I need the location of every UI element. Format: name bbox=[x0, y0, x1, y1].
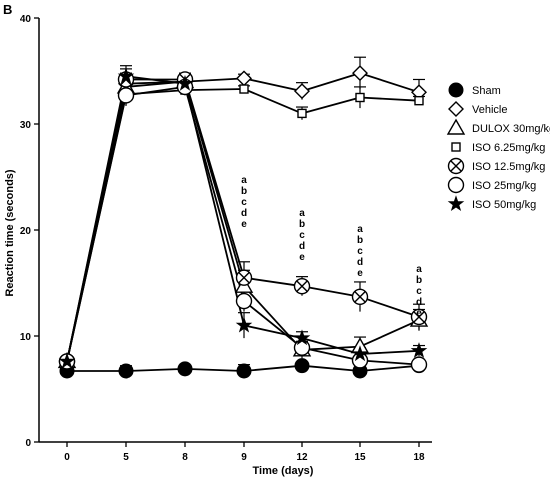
legend-marker bbox=[448, 101, 464, 117]
y-tick-label: 0 bbox=[25, 438, 31, 449]
data-point bbox=[235, 316, 253, 333]
annotation-letter: c bbox=[299, 230, 305, 241]
data-point bbox=[293, 339, 311, 356]
x-tick-label: 12 bbox=[296, 452, 308, 463]
data-point bbox=[297, 108, 307, 119]
annotation-letter: e bbox=[241, 219, 247, 230]
annotation-letter: b bbox=[416, 275, 422, 286]
data-point bbox=[58, 352, 76, 369]
data-point bbox=[239, 84, 249, 94]
legend-marker bbox=[447, 195, 465, 212]
x-tick-label: 9 bbox=[241, 452, 247, 463]
y-axis-label: Reaction time (seconds) bbox=[4, 169, 16, 296]
annotation-letter: d bbox=[241, 208, 247, 219]
data-point bbox=[410, 308, 428, 326]
data-point bbox=[355, 92, 365, 103]
data-point bbox=[235, 292, 253, 310]
y-tick-label: 10 bbox=[20, 332, 32, 343]
annotation-letter: b bbox=[299, 219, 305, 230]
axes: 0 10 20 30 40 0 5 8 9 12 15 18 bbox=[20, 14, 432, 463]
y-tick-label: 40 bbox=[20, 14, 32, 25]
data-point bbox=[118, 363, 134, 379]
panel-label: B bbox=[3, 2, 12, 17]
annotation-letter: d bbox=[357, 257, 363, 268]
data-point bbox=[410, 356, 428, 373]
legend-marker bbox=[447, 176, 465, 194]
legend-label: Sham bbox=[472, 85, 501, 97]
data-point bbox=[293, 329, 311, 346]
legend-marker bbox=[446, 118, 466, 135]
data-point bbox=[294, 83, 310, 100]
y-tick-label: 30 bbox=[20, 120, 32, 131]
data-point bbox=[294, 358, 310, 374]
legend-label: ISO 25mg/kg bbox=[472, 180, 536, 192]
data-point bbox=[351, 288, 369, 305]
y-tick-label: 20 bbox=[20, 226, 32, 237]
legend-label: ISO 12.5mg/kg bbox=[472, 161, 545, 173]
annotation-letter: e bbox=[357, 268, 363, 279]
data-point bbox=[176, 75, 194, 91]
legend-marker bbox=[448, 82, 464, 98]
annotation-letter: e bbox=[299, 252, 305, 263]
legend-label: ISO 50mg/kg bbox=[472, 199, 536, 211]
annotation-letter: e bbox=[416, 308, 422, 319]
x-tick-label: 15 bbox=[354, 452, 366, 463]
x-tick-label: 5 bbox=[123, 452, 129, 463]
annotation-letter: d bbox=[416, 297, 422, 308]
annotation-letter: b bbox=[357, 235, 363, 246]
data-point bbox=[177, 361, 193, 377]
x-axis-label: Time (days) bbox=[253, 465, 314, 477]
annotation-letter: c bbox=[416, 286, 422, 297]
data-point bbox=[352, 65, 368, 82]
data-point bbox=[414, 95, 424, 106]
annotation-letter: b bbox=[241, 186, 247, 197]
annotation-letter: c bbox=[357, 246, 363, 257]
data-markers bbox=[57, 65, 429, 379]
data-point bbox=[235, 269, 253, 286]
legend-marker bbox=[451, 142, 461, 152]
legend-label: DULOX 30mg/kg bbox=[472, 123, 550, 135]
data-point bbox=[293, 277, 311, 295]
annotation-letter: a bbox=[416, 264, 422, 275]
x-tick-label: 8 bbox=[182, 452, 188, 463]
legend-label: ISO 6.25mg/kg bbox=[472, 142, 545, 154]
data-point bbox=[236, 363, 252, 379]
x-tick-label: 18 bbox=[413, 452, 425, 463]
data-point bbox=[410, 342, 428, 358]
data-point bbox=[236, 70, 252, 87]
data-point bbox=[117, 87, 135, 104]
data-point bbox=[117, 67, 135, 84]
legend-marker bbox=[447, 157, 465, 175]
annotation-letter: c bbox=[241, 197, 247, 208]
legend: Sham Vehicle DULOX 30mg/kg ISO 6.25mg/kg ISO… bbox=[446, 82, 550, 212]
legend-label: Vehicle bbox=[472, 104, 507, 116]
annotation-letter: a bbox=[241, 175, 247, 186]
annotation-letter: d bbox=[299, 241, 305, 252]
annotation-letter: a bbox=[357, 224, 363, 235]
data-point bbox=[351, 345, 369, 362]
x-tick-label: 0 bbox=[64, 452, 70, 463]
annotation-letter: a bbox=[299, 208, 305, 219]
